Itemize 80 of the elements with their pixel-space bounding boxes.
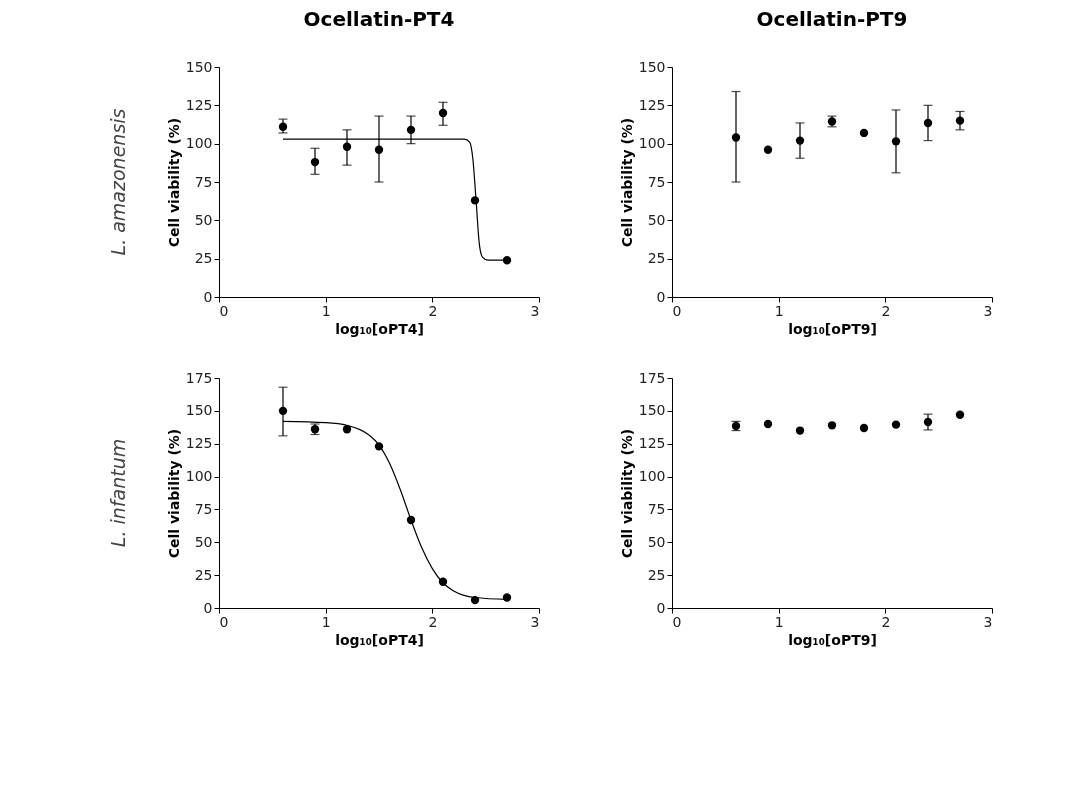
y-tick-label: 175	[185, 369, 213, 386]
x-tick-label: 0	[672, 613, 682, 630]
y-tick-label: 100	[638, 135, 666, 152]
y-tick-label: 150	[638, 402, 666, 419]
point	[891, 420, 901, 429]
y-tick-label: 100	[185, 135, 213, 152]
point	[827, 421, 837, 430]
text: L. amazonensis	[107, 108, 129, 256]
point	[923, 417, 933, 427]
y-tick-label: 0	[656, 288, 666, 305]
chart-title: Ocellatin-PT4	[303, 7, 455, 31]
y-tick-label: 25	[647, 566, 666, 583]
point	[278, 122, 288, 131]
x-tick-label: 1	[774, 302, 784, 319]
x-tick-label: 0	[672, 302, 682, 319]
y-tick-label: 150	[185, 402, 213, 419]
y-tick-label: 125	[185, 435, 213, 452]
point	[406, 125, 416, 135]
point	[923, 118, 933, 128]
y-tick-label: 50	[647, 211, 666, 228]
text: L. infantum	[107, 438, 129, 548]
y-tick-label: 125	[185, 96, 213, 113]
y-tick-label: 125	[638, 435, 666, 452]
point	[763, 419, 773, 429]
x-tick-label: 2	[881, 302, 891, 319]
x-tick-label: 2	[428, 613, 438, 630]
x-tick-label: 2	[428, 302, 438, 319]
point	[438, 108, 448, 118]
x-tick-label: 1	[321, 302, 331, 319]
point	[955, 410, 965, 419]
chart-title: Ocellatin-PT9	[756, 7, 908, 31]
x-axis-title: log₁₀[oPT4]	[335, 320, 424, 337]
x-axis-title: log₁₀[oPT9]	[788, 631, 877, 648]
point	[859, 423, 869, 433]
y-axis-title: Cell viability (%)	[165, 428, 182, 559]
point	[763, 145, 773, 154]
y-tick-label: 50	[647, 533, 666, 550]
x-tick-label: 3	[530, 302, 540, 319]
point	[891, 137, 901, 146]
x-axis-title: log₁₀[oPT9]	[788, 320, 877, 337]
y-tick-label: 100	[638, 468, 666, 485]
point	[310, 157, 320, 167]
y-tick-label: 75	[194, 500, 213, 517]
x-axis-title: log₁₀[oPT4]	[335, 631, 424, 648]
y-axis-title: Cell viability (%)	[618, 117, 635, 248]
y-axis-title: Cell viability (%)	[165, 117, 182, 248]
x-tick-label: 0	[219, 302, 229, 319]
x-tick-label: 1	[774, 613, 784, 630]
point	[374, 145, 384, 154]
point	[502, 593, 512, 602]
point	[795, 136, 805, 145]
y-axis-title: Cell viability (%)	[618, 428, 635, 559]
y-tick-label: 0	[203, 599, 213, 616]
point	[278, 406, 288, 416]
point	[795, 426, 805, 435]
y-tick-label: 50	[194, 211, 213, 228]
x-tick-label: 2	[881, 613, 891, 630]
x-tick-label: 1	[321, 613, 331, 630]
y-tick-label: 150	[185, 58, 213, 75]
y-tick-label: 25	[194, 566, 213, 583]
y-tick-label: 75	[194, 173, 213, 190]
y-tick-label: 25	[647, 250, 666, 267]
y-tick-label: 0	[203, 288, 213, 305]
y-tick-label: 0	[656, 599, 666, 616]
x-tick-label: 0	[219, 613, 229, 630]
y-tick-label: 25	[194, 250, 213, 267]
y-tick-label: 75	[647, 173, 666, 190]
x-tick-label: 3	[530, 613, 540, 630]
y-tick-label: 125	[638, 96, 666, 113]
point	[731, 133, 741, 142]
point	[342, 142, 352, 151]
point	[955, 116, 965, 125]
y-tick-label: 50	[194, 533, 213, 550]
y-tick-label: 75	[647, 500, 666, 517]
point	[859, 128, 869, 138]
x-tick-label: 3	[983, 302, 993, 319]
y-tick-label: 150	[638, 58, 666, 75]
y-tick-label: 175	[638, 369, 666, 386]
y-tick-label: 100	[185, 468, 213, 485]
x-tick-label: 3	[983, 613, 993, 630]
